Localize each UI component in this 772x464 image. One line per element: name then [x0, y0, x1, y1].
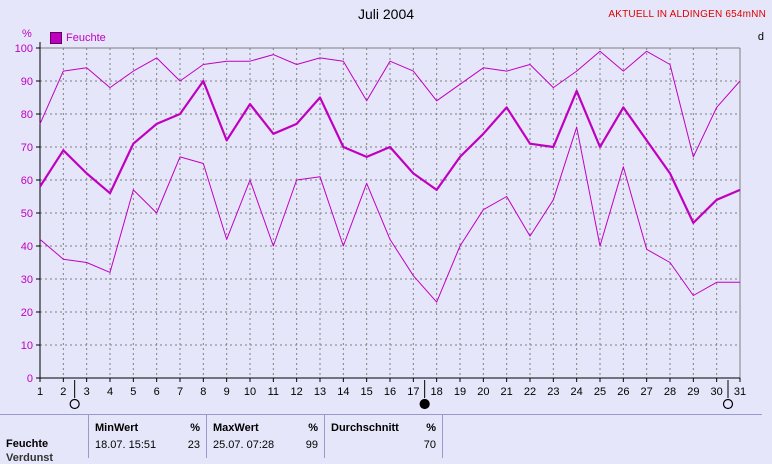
avg-value: 70	[423, 439, 436, 451]
y-tick-label: 50	[21, 208, 33, 220]
y-tick-label: 30	[21, 274, 33, 286]
x-tick-label: 29	[687, 386, 699, 398]
stats-row-label-2: Verdunst	[6, 452, 54, 464]
x-tick-label: 19	[454, 386, 466, 398]
stats-row-label: Feuchte	[6, 438, 49, 450]
max-datetime: 25.07. 07:28	[213, 439, 275, 451]
x-tick-label: 7	[177, 386, 183, 398]
legend-label: Feuchte	[66, 32, 106, 44]
x-tick-label: 8	[200, 386, 206, 398]
x-tick-label: 27	[641, 386, 653, 398]
open-circle-icon	[722, 398, 734, 410]
max-panel: MaxWert % 25.07. 07:28 99	[206, 414, 324, 458]
x-tick-label: 12	[291, 386, 303, 398]
x-tick-label: 2	[60, 386, 66, 398]
x-tick-label: 3	[84, 386, 90, 398]
right-edge-label: d	[758, 31, 764, 43]
x-tick-label: 9	[224, 386, 230, 398]
x-tick-label: 10	[244, 386, 256, 398]
x-tick-label: 5	[130, 386, 136, 398]
y-tick-label: 80	[21, 109, 33, 121]
series-line-average	[39, 79, 741, 224]
x-tick-label: 20	[477, 386, 489, 398]
location-status: AKTUELL IN ALDINGEN 654mNN	[608, 9, 766, 20]
max-value: 99	[305, 439, 318, 451]
x-tick-label: 4	[107, 386, 113, 398]
x-tick-label: 31	[734, 386, 746, 398]
x-tick-label: 30	[711, 386, 723, 398]
series-line-min	[39, 126, 740, 303]
x-tick-label: 1	[37, 386, 43, 398]
x-tick-label: 11	[268, 386, 279, 398]
y-tick-label: 70	[21, 142, 33, 154]
x-tick-label: 16	[384, 386, 396, 398]
x-tick-label: 15	[361, 386, 373, 398]
x-tick-label: 13	[314, 386, 326, 398]
y-tick-label: 100	[15, 43, 33, 55]
x-tick-label: 21	[501, 386, 513, 398]
x-tick-label: 14	[337, 386, 349, 398]
avg-unit: %	[426, 422, 436, 434]
x-tick-label: 24	[571, 386, 583, 398]
x-tick-label: 23	[547, 386, 559, 398]
legend-swatch	[50, 32, 62, 44]
y-tick-label: 40	[21, 241, 33, 253]
y-tick-label: 10	[21, 340, 33, 352]
min-header: MinWert	[95, 422, 139, 434]
y-axis-unit: %	[22, 28, 32, 40]
y-tick-label: 20	[21, 307, 33, 319]
max-unit: %	[308, 422, 318, 434]
x-tick-label: 26	[617, 386, 629, 398]
legend: Feuchte	[50, 32, 106, 44]
y-tick-label: 60	[21, 175, 33, 187]
min-unit: %	[190, 422, 200, 434]
x-tick-label: 25	[594, 386, 606, 398]
min-panel: MinWert % 18.07. 15:51 23	[88, 414, 206, 458]
x-tick-label: 6	[154, 386, 160, 398]
x-tick-label: 28	[664, 386, 676, 398]
x-tick-label: 17	[407, 386, 419, 398]
max-header: MaxWert	[213, 422, 259, 434]
empty-stats-panel	[442, 414, 762, 458]
series-line-max	[39, 50, 741, 158]
avg-header: Durchschnitt	[331, 422, 399, 434]
y-tick-label: 90	[21, 76, 33, 88]
min-value: 23	[187, 439, 200, 451]
x-tick-label: 18	[431, 386, 443, 398]
avg-panel: Durchschnitt % 70	[324, 414, 442, 458]
open-circle-icon	[69, 398, 80, 410]
y-tick-label: 0	[27, 373, 33, 385]
stats-label-panel	[0, 414, 88, 458]
min-datetime: 18.07. 15:51	[95, 439, 157, 451]
chart-title: Juli 2004	[357, 6, 415, 22]
filled-circle-icon	[419, 398, 430, 410]
x-tick-label: 22	[524, 386, 536, 398]
